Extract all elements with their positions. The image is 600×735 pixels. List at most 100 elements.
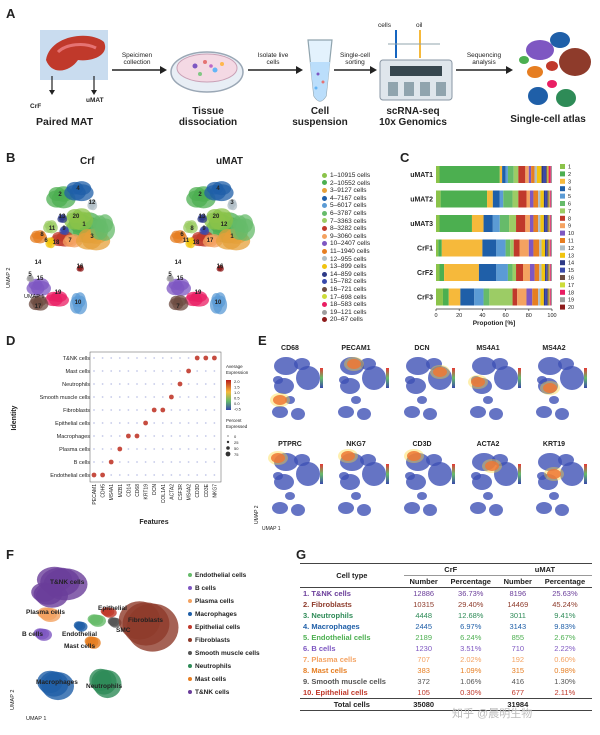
legend-label: 16–721 cells xyxy=(330,286,367,293)
dotplot-dot xyxy=(153,396,156,398)
umap-f-xlabel: UMAP 1 xyxy=(26,716,47,722)
stacked-bar-segment xyxy=(533,239,540,257)
umap-title-umat: uMAT xyxy=(216,156,244,167)
featureplot-title: PTPRC xyxy=(278,441,302,448)
legend-dot-icon xyxy=(188,638,192,643)
legend-swatch xyxy=(560,282,565,288)
featureplot-title: KRT19 xyxy=(543,441,565,448)
step3-label: Single-cell sorting xyxy=(340,52,370,66)
legend-dot-icon xyxy=(322,218,327,224)
dotplot-dot xyxy=(179,461,181,463)
dotplot-dot xyxy=(100,472,105,478)
cap-tissue: Tissue dissociation xyxy=(178,106,238,128)
table-cell-umat-p: 2.22% xyxy=(554,644,576,653)
stacked-bar-segment xyxy=(505,239,511,257)
dotplot-ylabel: Identity xyxy=(11,405,18,430)
featureplot-hotspot xyxy=(471,377,485,387)
dotplot-dot xyxy=(110,474,113,476)
featureplot-blob xyxy=(404,406,420,418)
dotplot-dot xyxy=(179,409,181,411)
umap-cluster-label: 5 xyxy=(168,272,172,278)
legend-label: 15 xyxy=(568,268,574,274)
stacked-bar-segment xyxy=(547,239,549,257)
stacked-bar-segment xyxy=(546,264,548,281)
dotplot-dot xyxy=(153,422,156,424)
featureplot-blob xyxy=(417,492,427,500)
dotplot-dot xyxy=(118,409,121,411)
stacked-bar-segment xyxy=(496,239,506,257)
legend-dot-icon xyxy=(188,690,192,695)
table-cell-umat-n: 3143 xyxy=(509,622,527,631)
legend-dot-icon xyxy=(188,651,192,656)
cells-label: cells xyxy=(378,22,392,29)
table-cell-crf-n: 105 xyxy=(417,688,430,697)
dotplot-dot xyxy=(136,383,138,385)
stacked-bar-segment xyxy=(548,166,551,183)
dotplot-dot xyxy=(196,461,199,463)
umap-cluster-blob xyxy=(185,222,198,234)
umap-f-cluster-label: Mast cells xyxy=(64,643,95,650)
stacked-bar-segment xyxy=(436,288,443,306)
stacked-bar-segment xyxy=(478,264,497,281)
dotplot-dot xyxy=(161,435,164,437)
stacked-bar-segment xyxy=(550,215,552,232)
stacked-bar-segment xyxy=(529,215,534,232)
legend-dot-icon xyxy=(322,233,327,239)
dotplot-dot xyxy=(101,461,104,463)
stacked-bar-segment xyxy=(541,264,546,281)
umap-cluster-blob xyxy=(49,293,69,307)
umap-b-legend-item: 18–583 cells xyxy=(322,301,367,308)
table-cell-crf-p: 0.30% xyxy=(460,688,482,697)
featureplot-hotspot xyxy=(347,359,361,369)
stacked-bar-segment xyxy=(545,264,547,281)
stacked-bar-segment xyxy=(550,190,552,208)
dotplot-dot xyxy=(196,422,199,424)
legend-label: 7 xyxy=(568,209,571,215)
dotplot-dot xyxy=(187,461,190,463)
table-row: 1. T&NK cells 12886 36.73% 8196 25.63% xyxy=(300,588,592,600)
table-cell-umat-n: 8196 xyxy=(509,589,527,598)
dotplot-dot xyxy=(127,448,130,450)
featureplot-blob xyxy=(339,472,349,480)
legend-dot-icon xyxy=(322,271,327,277)
umap-cluster-blob xyxy=(45,222,58,234)
dotplot-dot xyxy=(213,435,216,437)
dotplot-dot xyxy=(144,370,147,372)
table-cell-crf-n: 10315 xyxy=(413,600,435,609)
legend-dot-icon xyxy=(322,294,327,300)
umap-cluster-label: 19 xyxy=(55,290,62,296)
table-cell-name: 6. B cells xyxy=(303,644,336,653)
dotplot-dot xyxy=(213,448,216,450)
umap-cluster-label: 9 xyxy=(62,226,66,232)
dotplot-dot xyxy=(204,435,207,437)
umap-f-legend-item: Smooth muscle cells xyxy=(188,650,260,657)
umap-f-cluster-label: Macrophages xyxy=(36,679,78,686)
dotplot-dot xyxy=(151,407,157,413)
dotplot-row-label: B cells xyxy=(74,460,90,466)
umap-b-legend-item: 14–859 cells xyxy=(322,271,367,278)
legend-colorbar xyxy=(226,380,231,410)
umap-cluster-blob xyxy=(213,295,228,315)
umap-f-cluster-label: Plasma cells xyxy=(26,609,65,616)
panel-label-b: B xyxy=(6,150,16,165)
legend-label: 2–10552 cells xyxy=(330,179,371,187)
table-cell-umat-n: 710 xyxy=(511,644,525,653)
dotplot-xlabel: Features xyxy=(139,519,168,526)
legend-pct-title: Expressed xyxy=(226,424,248,429)
table-cell-umat-p: 25.63% xyxy=(552,589,578,598)
legend-dot-icon xyxy=(322,248,327,254)
legend-dot-icon xyxy=(322,172,327,178)
dotplot-dot xyxy=(204,383,207,385)
dotplot-dot xyxy=(196,474,199,476)
panel-label-a: A xyxy=(6,6,16,21)
dotplot-dot xyxy=(110,448,113,450)
umap-b-legend-item: 12–955 cells xyxy=(322,256,367,263)
stacked-bar-segment xyxy=(533,190,539,208)
atlas-umap-icon xyxy=(519,32,591,107)
featureplot-blob xyxy=(560,462,584,486)
featureplot-blob xyxy=(489,504,503,516)
featureplot-colorbar xyxy=(386,464,389,484)
dotplot-dot xyxy=(170,370,173,372)
featureplot-hotspot xyxy=(543,383,557,393)
